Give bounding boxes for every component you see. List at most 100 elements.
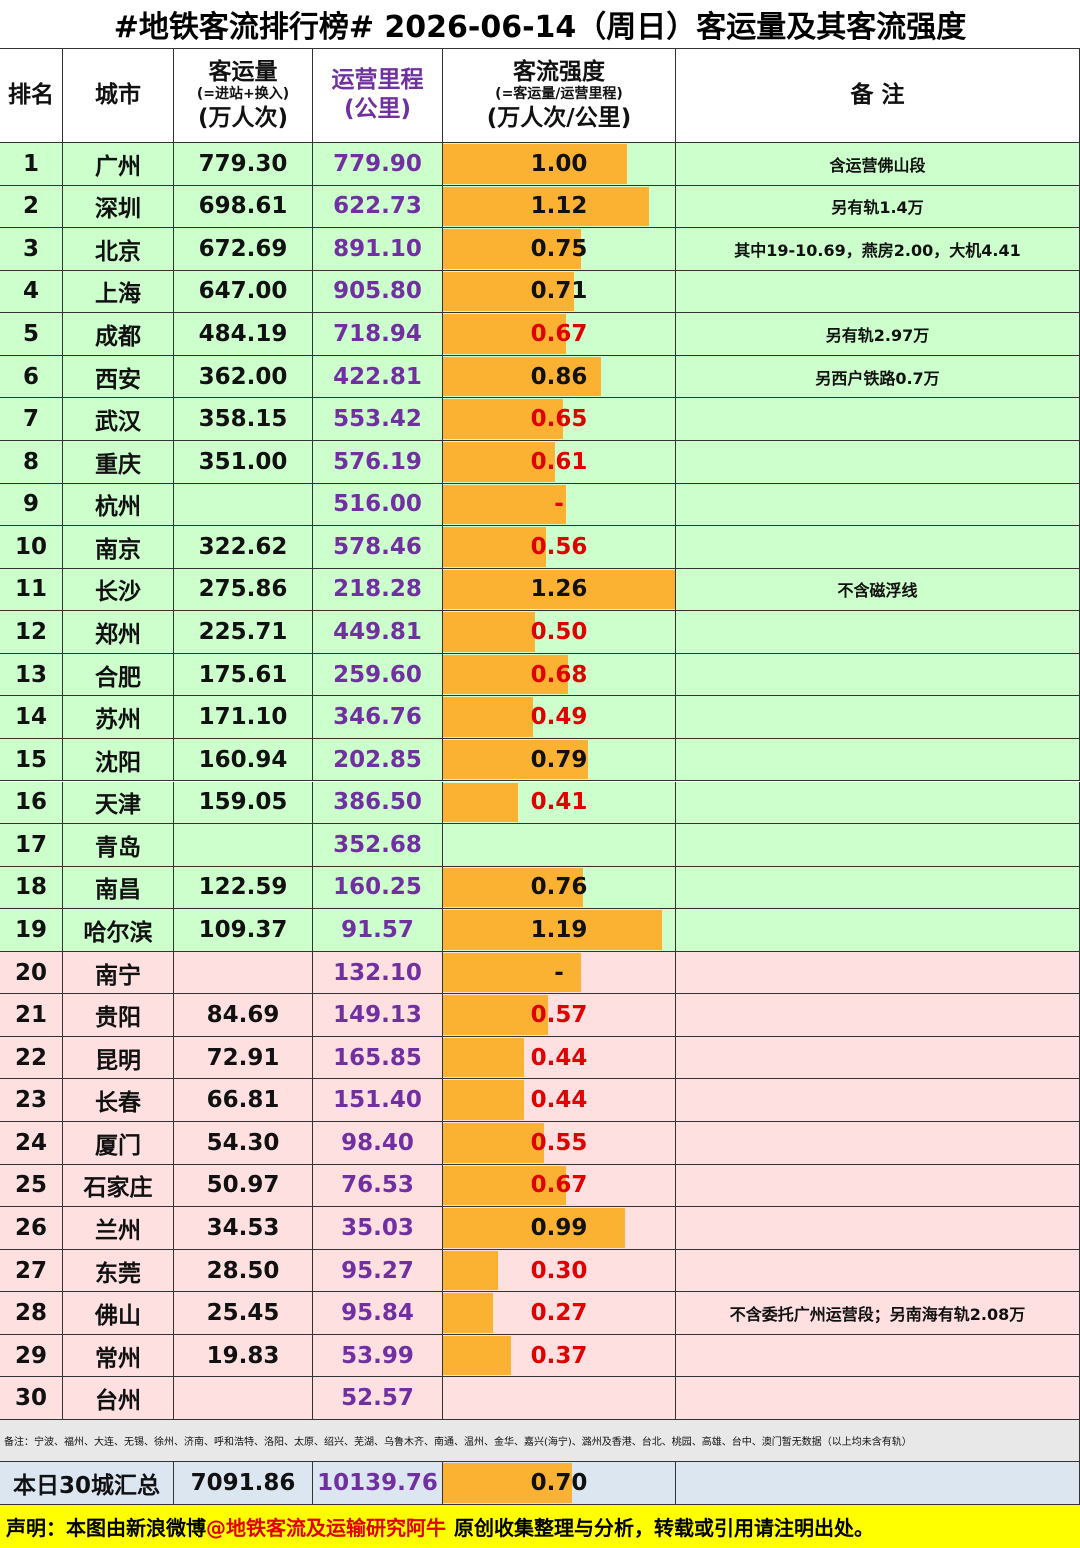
ridership-cell: 225.71: [174, 611, 313, 654]
city-cell: 常州: [63, 1334, 174, 1378]
footer-text: 原创收集整理与分析，转载或引用请注明出处。: [454, 1516, 874, 1540]
ridership-cell: 362.00: [174, 355, 313, 399]
intensity-label: 0.65: [530, 406, 588, 433]
note-cell: [676, 526, 1080, 569]
city-cell: 青岛: [63, 824, 174, 867]
length-cell: 149.13: [313, 994, 443, 1037]
city-cell: 哈尔滨: [63, 909, 174, 952]
intensity-cell: 0.41: [443, 781, 676, 825]
city-cell: 郑州: [63, 611, 174, 654]
length-cell: 352.68: [313, 824, 443, 867]
intensity-bar: [443, 952, 582, 993]
rank-cell: 25: [0, 1164, 63, 1208]
ridership-cell: 698.61: [174, 185, 313, 229]
rank-cell: 2: [0, 185, 63, 229]
note-cell: [676, 738, 1080, 782]
intensity-cell: [443, 1377, 676, 1420]
header-line: 客运量: [208, 58, 278, 85]
intensity-label: 0.49: [530, 704, 588, 731]
intensity-bar: [443, 782, 519, 823]
rank-cell: 29: [0, 1334, 63, 1378]
rank-cell: 17: [0, 824, 63, 867]
rank-cell: 14: [0, 696, 63, 739]
ridership-cell: [174, 483, 313, 527]
intensity-cell: 0.70: [443, 1462, 676, 1505]
intensity-bar: [443, 1208, 626, 1248]
intensity-cell: 0.86: [443, 355, 676, 399]
header-line: 客流强度: [513, 58, 605, 85]
length-cell: 165.85: [313, 1036, 443, 1080]
intensity-bar: [443, 1123, 545, 1163]
ridership-cell: 322.62: [174, 526, 313, 569]
intensity-label: 0.79: [530, 746, 588, 773]
ridership-cell: 28.50: [174, 1249, 313, 1293]
city-cell: 武汉: [63, 398, 174, 441]
intensity-cell: 0.44: [443, 1036, 676, 1080]
ridership-cell: 122.59: [174, 866, 313, 910]
note-cell: [676, 1377, 1080, 1420]
intensity-bar: [443, 654, 569, 695]
intensity-label: 0.37: [530, 1342, 588, 1369]
length-cell: 160.25: [313, 866, 443, 910]
note-cell: [676, 1164, 1080, 1208]
intensity-cell: 0.67: [443, 313, 676, 356]
ridership-cell: 484.19: [174, 313, 313, 356]
rank-cell: 28: [0, 1292, 63, 1335]
city-cell: 北京: [63, 228, 174, 271]
note-cell: [676, 611, 1080, 654]
rank-cell: 11: [0, 568, 63, 612]
header-line: 运营里程: [331, 67, 424, 94]
rank-cell: 22: [0, 1036, 63, 1080]
note-cell: [676, 781, 1080, 825]
city-cell: 成都: [63, 313, 174, 356]
length-cell: 422.81: [313, 355, 443, 399]
note-cell: [676, 1249, 1080, 1293]
header-line: (万人次/公里): [486, 104, 632, 131]
intensity-label: 0.75: [530, 235, 588, 262]
intensity-cell: 0.37: [443, 1334, 676, 1378]
rank-cell: 23: [0, 1079, 63, 1123]
note-cell: [676, 909, 1080, 952]
intensity-bar: [443, 1293, 493, 1333]
intensity-label: 0.67: [530, 1172, 588, 1199]
rank-cell: 5: [0, 313, 63, 356]
rank-cell: 1: [0, 143, 63, 186]
intensity-bar: [443, 399, 563, 439]
ridership-cell: 358.15: [174, 398, 313, 441]
note-cell: 不含委托广州运营段；另南海有轨2.08万: [676, 1292, 1080, 1335]
city-cell: 杭州: [63, 483, 174, 527]
footnote: 备注：宁波、福州、大连、无锡、徐州、济南、呼和浩特、洛阳、太原、绍兴、芜湖、乌鲁…: [0, 1420, 1080, 1462]
length-cell: 259.60: [313, 653, 443, 697]
length-cell: 516.00: [313, 483, 443, 527]
length-cell: 52.57: [313, 1377, 443, 1420]
note-cell: 另有轨2.97万: [676, 313, 1080, 356]
city-cell: 昆明: [63, 1036, 174, 1080]
intensity-bar: [443, 569, 675, 610]
note-cell: 另有轨1.4万: [676, 185, 1080, 229]
ridership-cell: 72.91: [174, 1036, 313, 1080]
total-note: [676, 1462, 1080, 1505]
intensity-bar: [443, 1080, 525, 1121]
intensity-cell: -: [443, 483, 676, 527]
rank-cell: 24: [0, 1122, 63, 1165]
intensity-label: 0.71: [530, 278, 588, 305]
intensity-bar: [443, 697, 534, 737]
rank-cell: 13: [0, 653, 63, 697]
intensity-bar: [443, 910, 663, 950]
rank-cell: 3: [0, 228, 63, 271]
intensity-label: 0.76: [530, 874, 588, 901]
intensity-label: 0.57: [530, 1002, 588, 1029]
intensity-cell: 0.76: [443, 866, 676, 910]
length-cell: 891.10: [313, 228, 443, 271]
intensity-cell: 0.57: [443, 994, 676, 1037]
note-cell: [676, 951, 1080, 995]
intensity-cell: 0.56: [443, 526, 676, 569]
city-cell: 兰州: [63, 1207, 174, 1250]
ridership-cell: 275.86: [174, 568, 313, 612]
rank-cell: 20: [0, 951, 63, 995]
intensity-cell: 1.12: [443, 185, 676, 229]
length-cell: 202.85: [313, 738, 443, 782]
footer-text: 声明：本图由新浪微博: [6, 1516, 206, 1540]
intensity-label: 0.67: [530, 321, 588, 348]
